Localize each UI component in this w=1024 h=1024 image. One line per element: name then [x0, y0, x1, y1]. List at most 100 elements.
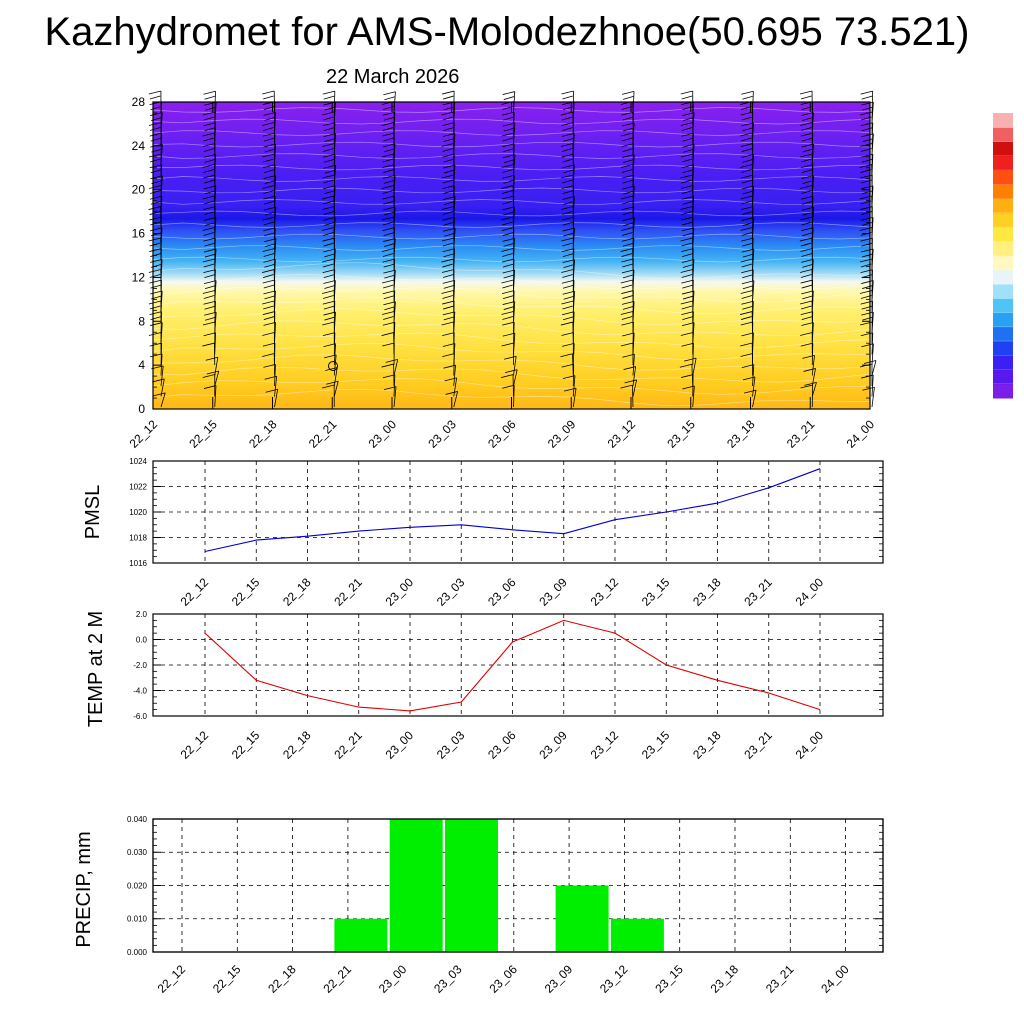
wind-barb-flag	[323, 280, 336, 284]
wind-barb	[572, 196, 575, 219]
wind-barb-flag	[800, 342, 813, 347]
wind-barb-flag	[263, 258, 276, 263]
wind-barb-flag	[561, 279, 575, 284]
wind-barb	[393, 238, 396, 261]
wind-barb-flag	[621, 316, 633, 320]
wind-barb-flag	[503, 179, 514, 184]
x-tick-label: 23_09	[536, 728, 570, 762]
wind-barb-flag	[501, 164, 514, 168]
wind-barb-flag	[505, 369, 518, 374]
wind-barb-flag	[861, 374, 874, 379]
wind-barb-flag	[441, 143, 454, 147]
wind-barb-flag	[323, 133, 336, 138]
x-tick-label: 22_18	[265, 962, 299, 996]
wind-barb-flag	[502, 269, 515, 274]
wind-barb-flag	[503, 148, 514, 153]
wind-barb-flag	[621, 237, 634, 242]
wind-barb	[691, 364, 694, 387]
wind-barb-flag	[324, 106, 335, 111]
temp-line	[204, 619, 821, 712]
wind-barb-flag	[801, 169, 813, 174]
wind-barb-flag	[443, 227, 456, 232]
wind-barb-flag	[382, 127, 394, 131]
pmsl-panel: 1016 1018 1020 1022 1024 22_12 22_15 22_18 22_21…	[82, 457, 884, 609]
wind-barb-flag	[621, 227, 634, 231]
wind-barb-flag	[740, 227, 753, 231]
wind-barb-flag	[561, 363, 574, 368]
wind-barb-flag	[620, 132, 634, 137]
wind-barb-flag	[324, 316, 335, 321]
wind-barb-flag	[443, 169, 455, 174]
wind-barb-flag	[561, 332, 574, 336]
wind-barb-flag	[561, 206, 574, 210]
wind-barb	[393, 301, 396, 324]
colorbar-segment	[993, 212, 1013, 228]
wind-barb	[871, 343, 874, 366]
wind-barb-flag	[502, 91, 515, 95]
wind-barb-flag	[622, 242, 634, 247]
wind-barb-flag	[502, 301, 515, 305]
wind-barb-flag	[202, 342, 215, 347]
wind-barb	[632, 366, 636, 387]
wind-barb-flag	[443, 190, 454, 195]
wind-barb-flag	[800, 153, 813, 158]
wind-barb-flag	[442, 295, 453, 299]
x-tick-label: 22_21	[306, 417, 340, 451]
wind-barb-flag	[442, 179, 454, 184]
precip-panel: 0.000 0.010 0.020 0.030 0.040 22_12 22_15 22_18…	[73, 815, 884, 996]
wind-barb-flag	[681, 322, 695, 327]
wind-barb-flag	[442, 300, 455, 305]
wind-barb-flag	[202, 111, 216, 116]
wind-barb	[811, 112, 814, 135]
wind-barb	[513, 269, 516, 292]
wind-barb-flag	[324, 285, 335, 289]
wind-barb-flag	[501, 258, 515, 263]
wind-barb-flag	[800, 274, 812, 278]
wind-barb-flag	[742, 305, 753, 310]
wind-barb-flag	[323, 242, 335, 247]
wind-barb	[752, 332, 754, 355]
wind-barb-flag	[740, 174, 754, 179]
wind-barb-flag	[382, 175, 396, 179]
wind-barb-flag	[562, 221, 574, 226]
wind-barb-flag	[742, 159, 754, 163]
x-tick-label: 23_06	[485, 728, 519, 762]
wind-barb	[160, 365, 164, 387]
wind-barb-flag	[682, 143, 695, 148]
wind-barb	[811, 227, 814, 250]
wind-barb-flag	[203, 237, 216, 242]
wind-barb-flag	[621, 106, 633, 110]
wind-barb-flag	[382, 195, 395, 200]
wind-barb-flag	[383, 269, 396, 274]
wind-barb-flag	[681, 311, 694, 316]
wind-barb-flag	[262, 269, 275, 273]
wind-barb-flag	[383, 301, 396, 306]
contour-line	[152, 342, 871, 361]
wind-barb-flag	[561, 300, 574, 305]
wind-barb-flag	[681, 132, 694, 137]
wind-barb	[692, 385, 695, 408]
wind-barb-flag	[203, 385, 217, 389]
wind-barb-flag	[382, 258, 395, 263]
wind-barb	[274, 238, 277, 261]
wind-barb-flag	[150, 284, 161, 289]
wind-barb-flag	[262, 279, 275, 284]
wind-barb-flag	[501, 248, 514, 252]
wind-barb-flag	[861, 95, 873, 100]
precip-bar	[555, 885, 609, 952]
wind-barb-flag	[562, 164, 575, 169]
wind-barb	[214, 332, 217, 355]
wind-barb-flag	[800, 164, 814, 169]
cross-section-panel: 0 4 8 12 16 20 24 28 22_12 22_15 22_18 22_21 23_00 23…	[127, 90, 877, 451]
wind-barb-flag	[563, 201, 574, 205]
wind-barb-flag	[741, 185, 754, 190]
wind-barb-flag	[800, 311, 813, 315]
contour-line	[152, 262, 871, 280]
wind-barb	[871, 217, 874, 240]
wind-barb-flag	[621, 206, 634, 211]
wind-barb-flag	[443, 305, 454, 310]
wind-barb-flag	[443, 106, 455, 111]
wind-barb-flag	[149, 158, 161, 163]
wind-barb-flag	[802, 263, 813, 268]
wind-barb-flag	[322, 263, 334, 268]
